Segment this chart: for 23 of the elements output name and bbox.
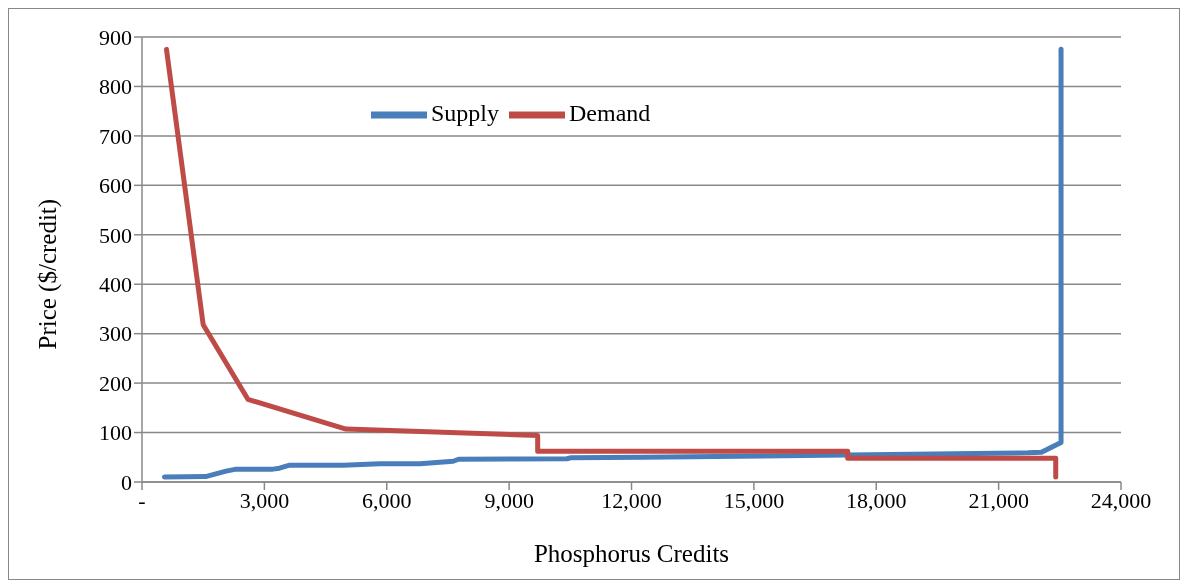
y-tick-label: 0: [121, 469, 132, 495]
y-axis-title: Price ($/credit): [33, 198, 62, 350]
x-tick-label: 21,000: [968, 487, 1029, 513]
x-tick-label: 6,000: [362, 487, 412, 513]
y-tick-label: 900: [99, 24, 132, 50]
x-tick-label: -: [138, 487, 146, 513]
x-tick-label: 24,000: [1090, 487, 1152, 513]
y-tick-label: 800: [99, 74, 132, 100]
x-tick-label: 12,000: [601, 487, 662, 513]
y-tick-label: 700: [99, 123, 132, 149]
y-tick-label: 100: [99, 420, 132, 446]
legend-label: Demand: [569, 99, 651, 126]
y-tick-label: 600: [99, 173, 132, 199]
y-tick-label: 200: [99, 370, 132, 396]
x-tick-label: 3,000: [239, 487, 290, 513]
x-axis-title: Phosphorus Credits: [533, 540, 730, 567]
y-tick-label: 300: [99, 321, 132, 347]
x-tick-label: 18,000: [846, 487, 907, 513]
x-tick-label: 9,000: [484, 487, 534, 513]
y-tick-label: 400: [99, 272, 132, 298]
y-tick-label: 500: [99, 222, 132, 248]
x-tick-label: 15,000: [723, 487, 785, 513]
legend-label: Supply: [431, 99, 500, 126]
